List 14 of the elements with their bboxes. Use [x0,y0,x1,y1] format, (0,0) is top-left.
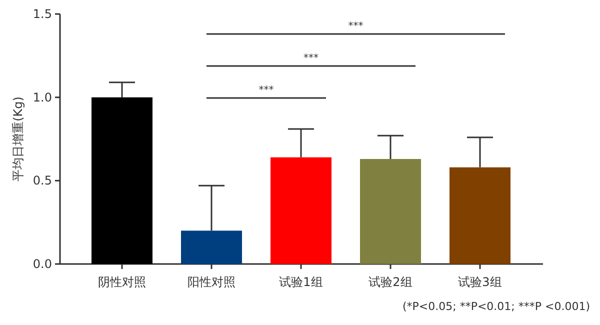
annotation: *** [348,21,364,32]
y-tick-label: 1.0 [32,90,52,104]
annotation: *** [258,85,274,96]
y-tick-label: 0.0 [32,257,52,271]
x-tick-label: 阴性对照 [98,275,146,289]
text: (*P<0.05; **P<0.01; ***P <0.001) [402,300,590,313]
y-tick-label: 1.5 [32,7,52,21]
x-tick-label: 试验1组 [279,275,323,289]
y-tick-label: 0.5 [32,174,52,188]
x-tick-label: 试验3组 [458,275,502,289]
annotation: *** [304,53,318,64]
x-tick-label: 试验2组 [368,275,412,289]
y-axis-title: 平均日增重(Kg) [11,96,25,182]
x-tick-label: 阳性对照 [188,275,236,289]
